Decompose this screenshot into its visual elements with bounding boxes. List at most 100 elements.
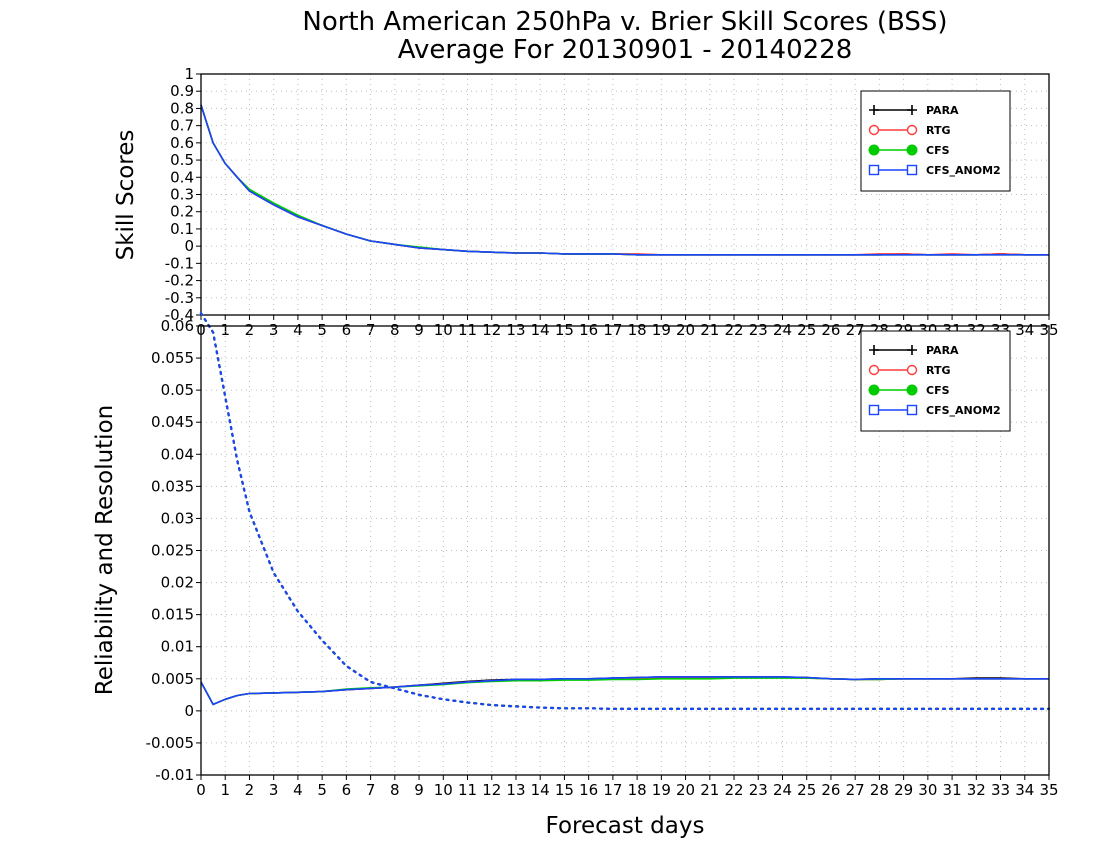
- bottom-y-tick-label: 0.02: [161, 574, 194, 592]
- bottom-x-tick-label: 4: [293, 781, 303, 799]
- top-legend-box: [860, 90, 1011, 192]
- top-x-tick-label: 1: [220, 321, 230, 339]
- bottom-x-tick-label: 30: [918, 781, 937, 799]
- bottom-y-tick-label: 0.04: [161, 445, 194, 463]
- bottom-x-tick-label: 24: [773, 781, 792, 799]
- bottom-legend-para-label: PARA: [926, 344, 959, 357]
- bottom-y-axis-label: Reliability and Resolution: [92, 405, 118, 695]
- bottom-x-tick-label: 9: [414, 781, 424, 799]
- chart-title-line1: North American 250hPa v. Brier Skill Sco…: [302, 7, 947, 37]
- bottom-x-tick-label: 17: [603, 781, 622, 799]
- bottom-x-tick-label: 7: [366, 781, 376, 799]
- bottom-y-tick-label: 0.005: [151, 670, 194, 688]
- bottom-legend-box: [860, 330, 1011, 432]
- top-legend-cfs-anom2-square-marker: [906, 164, 918, 176]
- top-y-tick-label: 0.6: [170, 134, 194, 152]
- bottom-series-cfs-anom2-line: [200, 676, 1049, 706]
- bottom-x-tick-label: 12: [482, 781, 501, 799]
- bottom-x-tick-label: 0: [196, 781, 206, 799]
- bottom-x-tick-label: 14: [531, 781, 550, 799]
- chart-title-line2: Average For 20130901 - 20140228: [398, 35, 853, 65]
- top-y-tick-label: 0.9: [170, 82, 194, 100]
- top-y-tick-label: -0.3: [165, 289, 194, 307]
- bottom-x-tick-label: 10: [434, 781, 453, 799]
- bottom-legend-cfs-anom2-square-marker: [906, 404, 918, 416]
- bottom-x-tick-label: 15: [555, 781, 574, 799]
- bottom-y-tick-label: 0.06: [161, 317, 194, 335]
- top-x-tick-label: 6: [342, 321, 352, 339]
- bottom-x-tick-label: 11: [458, 781, 477, 799]
- top-x-tick-label: 5: [317, 321, 327, 339]
- bottom-legend: PARA RTG CFS CFS_ANOM2: [860, 330, 1011, 432]
- bottom-y-tick-label: 0.035: [151, 477, 194, 495]
- top-legend-para-plus-marker: [869, 105, 879, 115]
- top-legend: PARA RTG CFS CFS_ANOM2: [860, 90, 1011, 192]
- bottom-x-tick-label: 35: [1039, 781, 1058, 799]
- bottom-x-tick-label: 5: [317, 781, 327, 799]
- top-y-tick-label: 0.3: [170, 186, 194, 204]
- bottom-x-tick-label: 16: [579, 781, 598, 799]
- bottom-x-tick-label: 22: [724, 781, 743, 799]
- bottom-series-cfs-anom2-dotted-line: [199, 312, 1051, 711]
- top-legend-cfs-dot-marker: [906, 144, 918, 156]
- bottom-legend-rtg-label: RTG: [926, 364, 951, 377]
- bottom-legend-cfs-anom2-square-marker: [868, 404, 880, 416]
- top-legend-cfs-dot-marker: [868, 144, 880, 156]
- bottom-y-tick-label: 0.045: [151, 413, 194, 431]
- bottom-y-tick-label: -0.005: [146, 734, 194, 752]
- bottom-y-tick-label: 0.05: [161, 381, 194, 399]
- top-y-axis-label: Skill Scores: [113, 130, 139, 261]
- bottom-x-tick-label: 26: [821, 781, 840, 799]
- bottom-x-tick-label: 33: [991, 781, 1010, 799]
- bottom-x-tick-label: 23: [749, 781, 768, 799]
- bottom-legend-para-plus-marker: [869, 345, 879, 355]
- top-y-tick-label: 0.4: [170, 168, 194, 186]
- top-x-tick-label: 3: [269, 321, 279, 339]
- bottom-x-tick-label: 1: [220, 781, 230, 799]
- top-x-tick-label: 7: [366, 321, 376, 339]
- top-y-tick-label: 0.5: [170, 151, 194, 169]
- bottom-y-tick-label: 0: [184, 702, 194, 720]
- bottom-legend-cfs-anom2-label: CFS_ANOM2: [926, 404, 1001, 417]
- skill-score-panel: -0.4-0.3-0.2-0.100.10.20.30.40.50.60.70.…: [165, 65, 1059, 339]
- bottom-x-tick-label: 31: [943, 781, 962, 799]
- bottom-x-tick-label: 21: [700, 781, 719, 799]
- top-legend-rtg-circle-marker: [868, 124, 880, 136]
- bottom-y-tick-label: 0.03: [161, 509, 194, 527]
- bottom-legend-cfs-label: CFS: [926, 384, 950, 397]
- bottom-y-tick-label: 0.015: [151, 606, 194, 624]
- bottom-x-tick-label: 29: [894, 781, 913, 799]
- top-legend-para-plus-marker: [907, 105, 917, 115]
- bottom-x-tick-label: 27: [846, 781, 865, 799]
- bottom-x-tick-label: 34: [1015, 781, 1034, 799]
- top-y-tick-label: -0.2: [165, 272, 194, 290]
- top-y-tick-label: -0.1: [165, 254, 194, 272]
- bottom-legend-rtg-circle-marker: [868, 364, 880, 376]
- bottom-x-tick-label: 25: [797, 781, 816, 799]
- top-y-tick-label: 0.1: [170, 220, 194, 238]
- top-y-tick-label: 0.2: [170, 203, 194, 221]
- bottom-y-tick-label: 0.01: [161, 638, 194, 656]
- top-x-tick-label: 4: [293, 321, 303, 339]
- top-y-tick-label: -0.4: [165, 306, 194, 324]
- reliability-resolution-panel: -0.01 -0.005 0 0.005 0.01 0.015 0.02 0.025 0.03 0…: [146, 312, 1059, 799]
- top-y-tick-label: 0.8: [170, 99, 194, 117]
- bottom-y-tick-label: -0.01: [155, 766, 194, 784]
- x-axis-label: Forecast days: [546, 813, 705, 839]
- top-legend-rtg-circle-marker: [906, 124, 918, 136]
- top-legend-cfs-anom2-square-marker: [868, 164, 880, 176]
- bottom-x-tick-label: 28: [870, 781, 889, 799]
- bottom-x-tick-label: 20: [676, 781, 695, 799]
- bottom-x-tick-label: 32: [967, 781, 986, 799]
- bottom-x-tick-label: 13: [506, 781, 525, 799]
- bottom-x-tick-label: 8: [390, 781, 400, 799]
- bottom-legend-cfs-dot-marker: [868, 384, 880, 396]
- bottom-legend-cfs-dot-marker: [906, 384, 918, 396]
- bottom-legend-rtg-circle-marker: [906, 364, 918, 376]
- top-legend-cfs-label: CFS: [926, 144, 950, 157]
- bottom-y-tick-label: 0.055: [151, 349, 194, 367]
- top-series-cfs-anom2-line: [200, 104, 1049, 256]
- top-x-tick-label: 2: [245, 321, 255, 339]
- bottom-x-tick-label: 19: [652, 781, 671, 799]
- top-y-tick-label: 0: [184, 237, 194, 255]
